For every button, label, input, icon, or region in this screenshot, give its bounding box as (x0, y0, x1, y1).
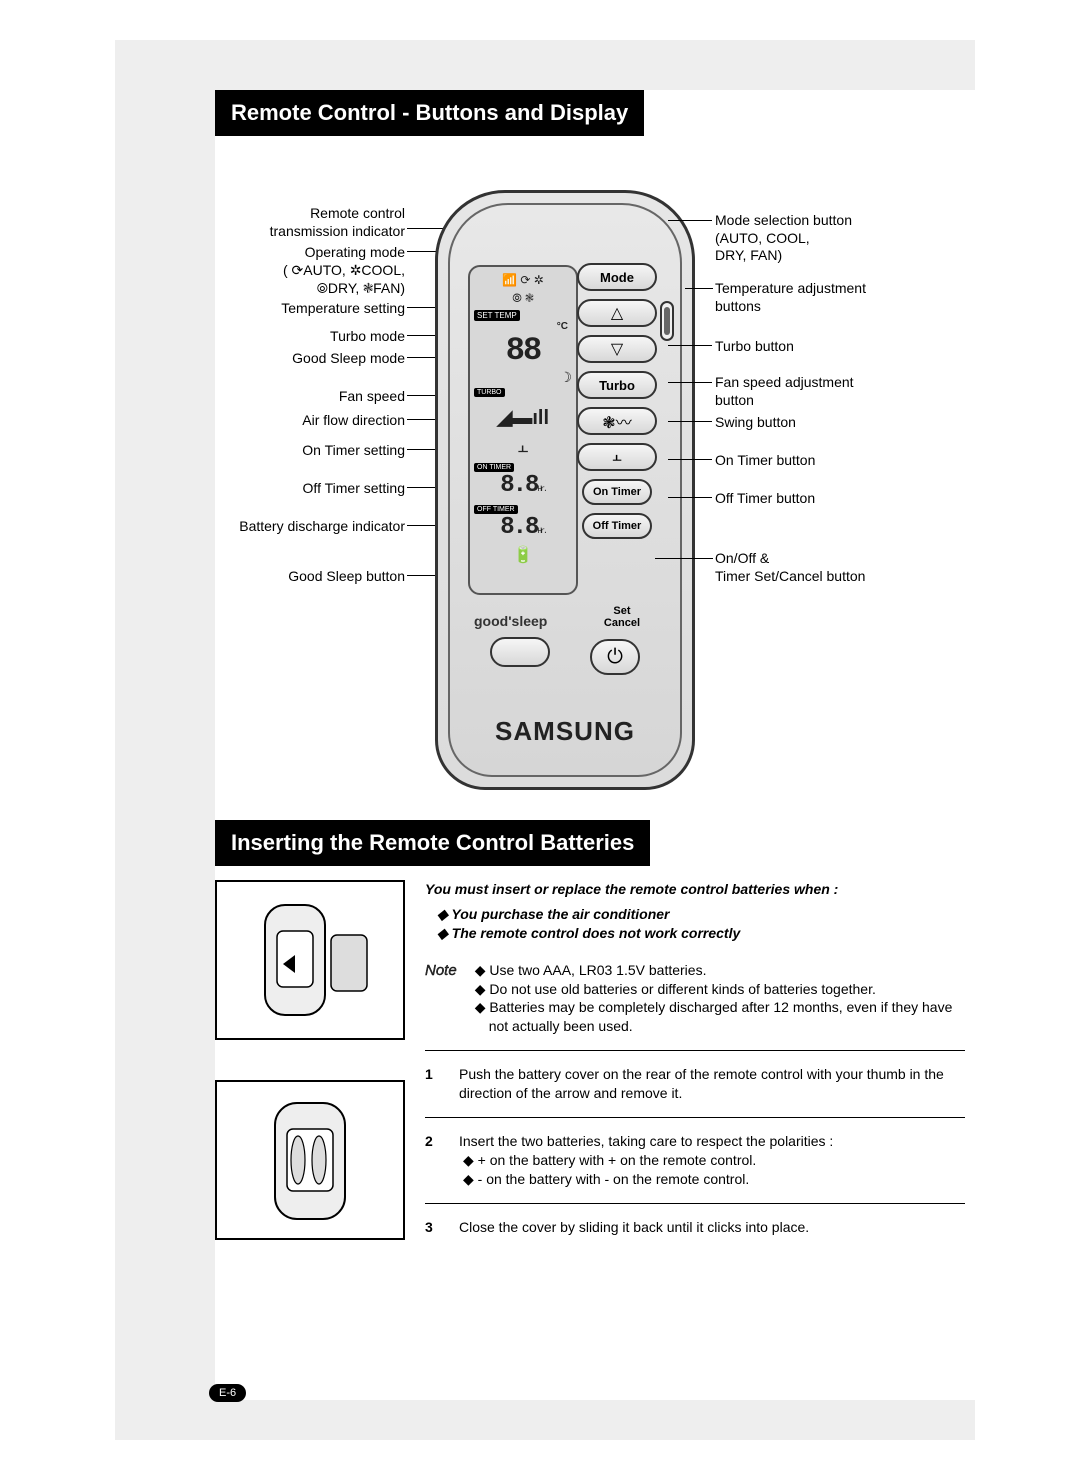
leader-line (685, 288, 713, 289)
remote-control: 📶 ⟳ ✲ ⦾ ❃ SET TEMP °C 88 ☽ TURBO ◢▬ıll ⫠… (435, 190, 695, 790)
lcd-on-timer-value: 8.8Hr. (474, 472, 572, 499)
label-operating-mode: Operating mode (185, 244, 405, 262)
label-temp-setting: Temperature setting (185, 300, 405, 318)
batteries-text: You must insert or replace the remote co… (425, 880, 965, 1249)
label-swing-button: Swing button (715, 414, 945, 432)
page-background: Remote Control - Buttons and Display Rem… (115, 40, 975, 1440)
leader-line (668, 497, 712, 498)
step-number: 1 (425, 1065, 441, 1103)
note-item: ◆ Batteries may be completely discharged… (471, 998, 965, 1036)
leader-line (668, 220, 712, 221)
lcd-turbo-chip: TURBO (474, 388, 505, 397)
step-sub-bullet: ◆ + on the battery with + on the remote … (459, 1151, 965, 1170)
step-sub-bullet: ◆ - on the battery with - on the remote … (459, 1170, 965, 1189)
divider (425, 1050, 965, 1051)
label-off-timer-button: Off Timer button (715, 490, 945, 508)
lcd-fan-bars: ◢▬ıll (474, 405, 572, 430)
temp-down-button[interactable]: ▽ (577, 335, 657, 363)
batt-intro-bullet-1: ◆ You purchase the air conditioner (425, 905, 965, 924)
button-column: Mode △ ▽ Turbo ❃〰 ⫠ On Timer Off Timer (572, 263, 662, 539)
brand-logo: SAMSUNG (450, 716, 680, 747)
note-item: ◆ Use two AAA, LR03 1.5V batteries. (471, 961, 965, 980)
leader-line (668, 382, 712, 383)
label-off-timer-setting: Off Timer setting (185, 480, 405, 498)
label-transmission-indicator: Remote controltransmission indicator (185, 205, 405, 240)
turbo-button[interactable]: Turbo (577, 371, 657, 399)
label-battery-indicator: Battery discharge indicator (185, 518, 405, 536)
step-body: Close the cover by sliding it back until… (459, 1218, 965, 1237)
note-list: ◆ Use two AAA, LR03 1.5V batteries. ◆ Do… (471, 961, 965, 1037)
section1-title: Remote Control - Buttons and Display (215, 90, 644, 136)
step-number: 3 (425, 1218, 441, 1237)
leader-line (668, 345, 712, 346)
step-1: 1 Push the battery cover on the rear of … (425, 1065, 965, 1103)
divider (425, 1203, 965, 1204)
lcd-transmission-icons: 📶 ⟳ ✲ (474, 273, 572, 287)
batt-intro-bullet-2: ◆ The remote control does not work corre… (425, 924, 965, 943)
lcd-display: 📶 ⟳ ✲ ⦾ ❃ SET TEMP °C 88 ☽ TURBO ◢▬ıll ⫠… (468, 265, 578, 595)
battery-illustration-2 (215, 1080, 405, 1240)
remote-back-batteries-icon (235, 1095, 385, 1225)
remote-back-open-icon (235, 895, 385, 1025)
lcd-off-timer-label: OFF TIMER (474, 505, 518, 514)
label-temp-buttons: Temperature adjustmentbuttons (715, 280, 945, 315)
lcd-off-timer-value: 8.8Hr. (474, 514, 572, 541)
step-body: Insert the two batteries, taking care to… (459, 1132, 965, 1189)
lcd-swing-icon: ⫠ (474, 436, 572, 457)
mode-button[interactable]: Mode (577, 263, 657, 291)
lcd-degc: °C (474, 321, 572, 332)
swing-button[interactable]: ⫠ (577, 443, 657, 471)
label-turbo-button: Turbo button (715, 338, 945, 356)
leader-line (655, 558, 713, 559)
off-timer-button[interactable]: Off Timer (582, 513, 652, 539)
on-timer-button[interactable]: On Timer (582, 479, 652, 505)
fan-speed-button[interactable]: ❃〰 (577, 407, 657, 435)
content-area: Remote Control - Buttons and Display Rem… (215, 90, 975, 1400)
label-fan-button: Fan speed adjustmentbutton (715, 374, 945, 409)
lcd-temp-digits: 88 (474, 332, 572, 369)
good-sleep-button[interactable] (490, 637, 550, 667)
good-sleep-label: good'sleep (474, 613, 547, 629)
power-set-cancel-button[interactable]: ⏻ (590, 639, 640, 675)
lcd-settemp-label: SET TEMP (474, 310, 520, 321)
label-turbo-mode: Turbo mode (185, 328, 405, 346)
temp-up-button[interactable]: △ (577, 299, 657, 327)
lcd-on-timer-label: ON TIMER (474, 463, 514, 472)
note-block: Note ◆ Use two AAA, LR03 1.5V batteries.… (425, 961, 965, 1037)
lcd-battery-icon: 🔋 (474, 545, 572, 565)
label-on-timer-setting: On Timer setting (185, 442, 405, 460)
page-number: E-6 (209, 1384, 246, 1402)
label-on-timer-button: On Timer button (715, 452, 945, 470)
label-air-flow: Air flow direction (185, 412, 405, 430)
step-text: Insert the two batteries, taking care to… (459, 1132, 965, 1151)
batt-intro: You must insert or replace the remote co… (425, 880, 965, 899)
divider (425, 1117, 965, 1118)
thermometer-icon (660, 301, 674, 341)
label-operating-mode-list: ( ⟳AUTO, ✲COOL, ⦾DRY, ❃FAN) (185, 262, 405, 297)
leader-line (668, 421, 712, 422)
label-good-sleep-mode: Good Sleep mode (185, 350, 405, 368)
leader-line (668, 459, 712, 460)
step-body: Push the battery cover on the rear of th… (459, 1065, 965, 1103)
label-fan-speed: Fan speed (185, 388, 405, 406)
label-mode-button: Mode selection button(AUTO, COOL,DRY, FA… (715, 212, 945, 265)
remote-inner: 📶 ⟳ ✲ ⦾ ❃ SET TEMP °C 88 ☽ TURBO ◢▬ıll ⫠… (448, 203, 682, 777)
lcd-mode-icons: ⦾ ❃ (474, 291, 572, 306)
note-item: ◆ Do not use old batteries or different … (471, 980, 965, 999)
section2-title: Inserting the Remote Control Batteries (215, 820, 650, 866)
lcd-sleep-icon: ☽ (474, 369, 572, 386)
set-cancel-label: SetCancel (604, 605, 640, 629)
remote-diagram: Remote controltransmission indicator Ope… (215, 150, 975, 790)
note-label: Note (425, 961, 457, 981)
step-3: 3 Close the cover by sliding it back unt… (425, 1218, 965, 1237)
battery-illustration-1 (215, 880, 405, 1040)
label-good-sleep-button: Good Sleep button (185, 568, 405, 586)
step-2: 2 Insert the two batteries, taking care … (425, 1132, 965, 1189)
label-power-button: On/Off &Timer Set/Cancel button (715, 550, 945, 585)
step-number: 2 (425, 1132, 441, 1189)
